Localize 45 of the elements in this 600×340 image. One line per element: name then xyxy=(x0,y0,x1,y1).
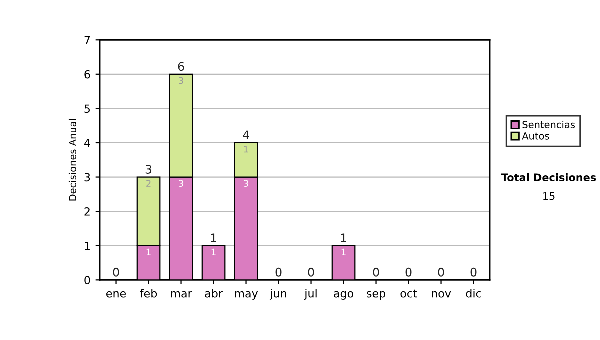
y-tick-label: 1 xyxy=(85,242,90,250)
y-axis-title: Decisiones Anual xyxy=(68,119,76,201)
legend-label: Autos xyxy=(522,132,550,140)
x-tick-label: ene xyxy=(106,291,126,298)
y-tick-label: 2 xyxy=(84,208,90,216)
data-label: 2 xyxy=(146,180,151,187)
total-label: 1 xyxy=(341,234,346,242)
x-tick-label: oct xyxy=(400,290,418,298)
x-tick-label: jun xyxy=(270,289,286,300)
total-label: 0 xyxy=(113,268,120,277)
data-label: 3 xyxy=(179,180,184,188)
data-label: 3 xyxy=(179,77,184,84)
x-tick-label: dic xyxy=(466,289,482,298)
data-label: 1 xyxy=(342,248,346,256)
total-label: 0 xyxy=(470,268,477,277)
total-label: 0 xyxy=(438,268,444,277)
x-tick-label: sep xyxy=(367,291,386,300)
x-tick-label: nov xyxy=(432,291,452,298)
data-label: 1 xyxy=(146,248,151,256)
text: 15 xyxy=(544,192,555,200)
x-tick-label: jul xyxy=(304,289,317,300)
total-label: 0 xyxy=(308,268,314,277)
data-label: 1 xyxy=(244,146,248,153)
total-label: 3 xyxy=(146,165,152,174)
y-tick-label: 0 xyxy=(84,276,90,285)
x-tick-label: may xyxy=(235,291,258,300)
total-label: 0 xyxy=(406,268,412,277)
legend-label: Sentencias xyxy=(522,120,575,128)
total-label: 1 xyxy=(211,234,216,242)
total-label: 4 xyxy=(243,130,250,140)
data-label: 3 xyxy=(244,180,248,188)
y-tick-label: 5 xyxy=(84,104,90,114)
total-label: 6 xyxy=(178,62,184,72)
y-tick-label: 3 xyxy=(84,173,90,182)
x-tick-label: ago xyxy=(334,291,354,300)
y-tick-label: 4 xyxy=(84,139,90,148)
y-tick-label: 6 xyxy=(84,70,90,79)
data-label: 1 xyxy=(212,248,216,256)
x-tick-label: mar xyxy=(171,291,192,298)
y-tick-label: 7 xyxy=(84,36,90,44)
x-tick-label: feb xyxy=(140,289,158,298)
total-label: 0 xyxy=(373,268,380,277)
text: Total Decisiones xyxy=(501,173,596,182)
total-label: 0 xyxy=(276,268,282,277)
x-tick-label: abr xyxy=(205,289,223,298)
